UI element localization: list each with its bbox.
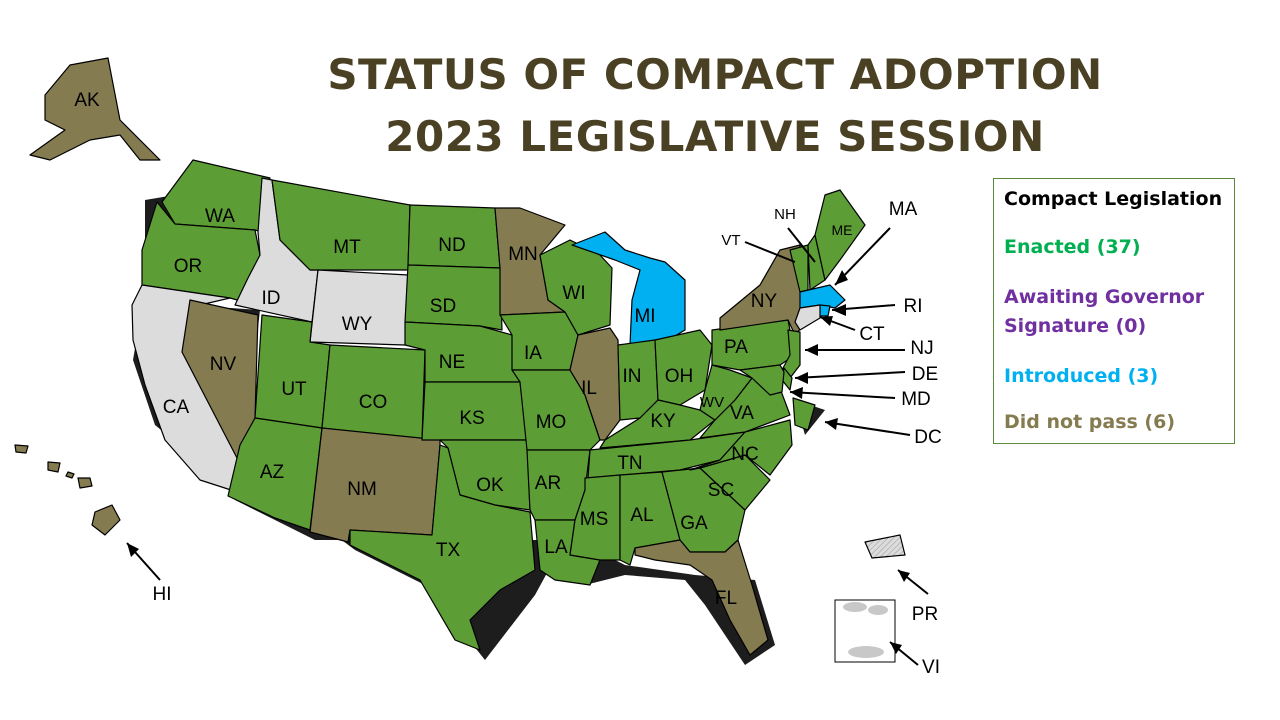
label-IN: IN [623,366,642,387]
label-VA: VA [730,403,754,424]
state-CT[interactable] [794,304,821,331]
label-RI: RI [904,296,923,317]
state-MI[interactable] [571,231,686,346]
state-AK[interactable] [29,57,161,161]
label-CO: CO [359,392,388,413]
label-NY: NY [751,291,778,312]
state-MD[interactable] [739,364,785,396]
label-HI: HI [153,584,172,605]
label-WI: WI [562,283,585,304]
state-SD[interactable] [404,264,503,331]
territory-PR[interactable] [864,534,906,559]
label-NJ: NJ [910,338,933,359]
label-DC: DC [914,427,941,448]
label-GA: GA [680,513,708,534]
label-AL: AL [630,505,653,526]
title-line-2: 2023 LEGISLATIVE SESSION [385,112,1045,161]
title-line-1: STATUS OF COMPACT ADOPTION [327,50,1103,99]
label-NV: NV [210,354,237,375]
label-CA: CA [163,397,190,418]
label-LA: LA [544,537,568,558]
label-NH: NH [774,206,796,223]
label-IA: IA [524,343,542,364]
label-MO: MO [536,412,567,433]
label-SC: SC [708,480,734,501]
state-WV[interactable] [699,364,753,421]
label-KS: KS [459,408,484,429]
label-AR: AR [535,473,561,494]
state-FL[interactable] [634,539,769,656]
label-MD: MD [901,389,931,410]
label-OK: OK [476,475,504,496]
label-AZ: AZ [260,462,285,483]
label-WV: WV [700,394,724,411]
label-VI: VI [922,657,940,678]
label-PA: PA [724,337,748,358]
legend: Compact Legislation Enacted (37) Awaitin… [993,178,1235,444]
territory-VI[interactable] [843,602,888,658]
label-OR: OR [174,256,203,277]
legend-enacted: Enacted (37) [1004,236,1141,258]
legend-introduced: Introduced (3) [1004,365,1159,387]
state-NC[interactable] [689,419,793,476]
legend-awaiting-line1: Awaiting Governor [1004,286,1205,308]
label-NM: NM [347,479,377,500]
label-KY: KY [650,411,676,432]
label-FL: FL [715,588,737,609]
label-WA: WA [205,206,235,227]
label-ND: ND [438,235,465,256]
label-MS: MS [580,509,609,530]
legend-heading: Compact Legislation [1004,188,1223,210]
label-MN: MN [508,244,538,265]
label-NC: NC [731,444,758,465]
state-RI[interactable] [819,304,831,317]
label-WY: WY [342,314,373,335]
label-CT: CT [859,324,885,345]
legend-awaiting-line2: Signature (0) [1004,315,1147,337]
label-MA: MA [889,199,918,220]
label-VT: VT [721,232,740,249]
label-TN: TN [617,453,642,474]
label-MT: MT [333,237,361,258]
label-OH: OH [665,366,694,387]
state-DC[interactable] [792,397,816,431]
label-IL: IL [581,378,597,399]
label-TX: TX [436,540,461,561]
label-NE: NE [439,352,465,373]
state-ME[interactable] [814,189,866,281]
label-SD: SD [430,296,456,317]
label-UT: UT [281,379,307,400]
label-ID: ID [262,288,281,309]
pointer-arrowheads [127,270,910,654]
label-ME: ME [832,222,853,238]
state-HI[interactable] [14,444,121,536]
state-TX[interactable] [349,444,536,651]
label-MI: MI [634,306,655,327]
legend-did-not-pass: Did not pass (6) [1004,411,1176,433]
label-AK: AK [74,90,100,111]
label-PR: PR [912,604,938,625]
label-DE: DE [912,364,938,385]
